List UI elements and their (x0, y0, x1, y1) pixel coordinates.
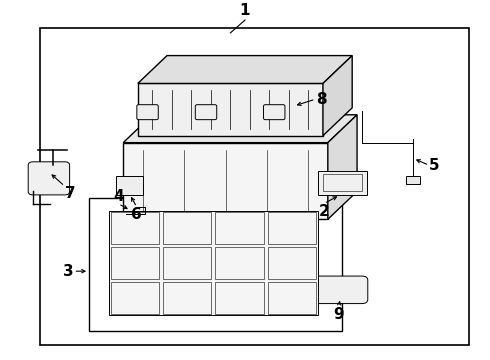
Text: 4: 4 (113, 189, 123, 204)
Bar (215, 247, 264, 279)
FancyBboxPatch shape (196, 105, 217, 120)
Text: 8: 8 (316, 91, 326, 107)
Polygon shape (123, 115, 357, 143)
Text: 1: 1 (240, 3, 250, 18)
Polygon shape (323, 55, 352, 136)
Bar (268, 282, 316, 314)
Bar (89, 198, 343, 331)
Bar (123, 143, 328, 219)
Text: 2: 2 (318, 204, 329, 219)
FancyBboxPatch shape (264, 105, 285, 120)
Text: 3: 3 (63, 264, 74, 279)
Text: 6: 6 (131, 207, 142, 222)
Bar (163, 282, 211, 314)
Text: 7: 7 (65, 186, 75, 201)
Bar (323, 174, 362, 192)
Polygon shape (328, 115, 357, 219)
Bar (138, 84, 323, 136)
Bar (111, 247, 159, 279)
Polygon shape (138, 55, 352, 84)
FancyBboxPatch shape (28, 162, 70, 195)
FancyBboxPatch shape (137, 105, 158, 120)
Bar (268, 247, 316, 279)
Bar (109, 211, 318, 315)
Bar (163, 212, 211, 244)
Bar (111, 282, 159, 314)
Bar (163, 247, 211, 279)
Bar (268, 212, 316, 244)
Bar (215, 282, 264, 314)
Bar (406, 176, 420, 184)
FancyBboxPatch shape (310, 276, 368, 303)
Text: 5: 5 (429, 158, 440, 173)
Bar (111, 212, 159, 244)
Bar (116, 176, 143, 195)
Bar (40, 28, 469, 345)
Text: 9: 9 (334, 307, 344, 322)
Bar (215, 212, 264, 244)
Bar (318, 171, 367, 195)
